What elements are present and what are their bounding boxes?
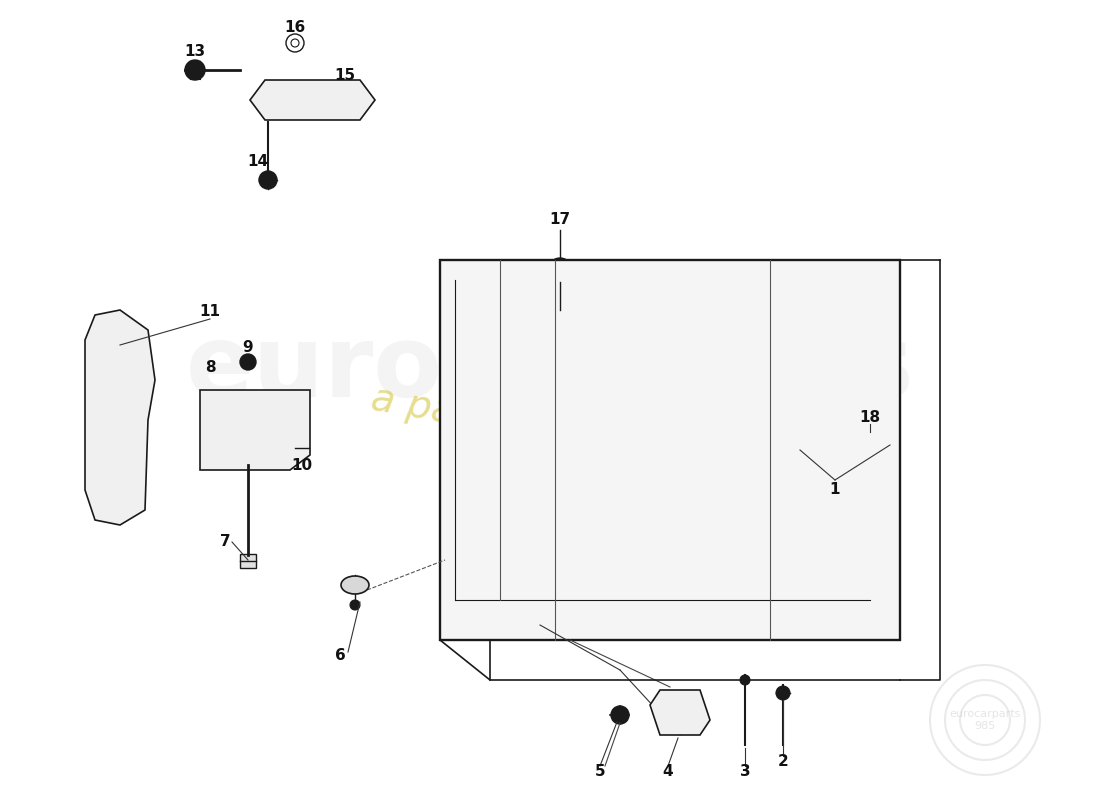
Ellipse shape [341,576,368,594]
Text: 17: 17 [549,213,571,227]
Bar [440,350,475,405]
Circle shape [776,686,790,700]
Circle shape [556,265,565,275]
Text: eurocarparts
985: eurocarparts 985 [949,709,1021,731]
Text: 5: 5 [595,765,605,779]
Text: 16: 16 [285,19,306,34]
Circle shape [860,435,870,445]
Polygon shape [440,260,900,640]
Text: a passion for parts: a passion for parts [368,380,732,480]
Text: 10: 10 [292,458,312,473]
Text: 7: 7 [220,534,230,550]
Text: eurocarparts: eurocarparts [186,322,914,418]
Text: 2: 2 [778,754,789,770]
Text: 15: 15 [334,67,355,82]
Circle shape [233,393,257,417]
Circle shape [610,706,629,724]
Bar [440,560,475,615]
Circle shape [240,400,250,410]
Text: 4: 4 [662,765,673,779]
Circle shape [740,675,750,685]
Circle shape [233,433,257,457]
Bar [240,554,256,568]
Text: 8: 8 [205,361,216,375]
Text: 9: 9 [243,341,253,355]
Circle shape [855,430,875,450]
Bar [560,410,760,510]
Bar [680,320,855,440]
Polygon shape [650,690,710,735]
Polygon shape [200,390,310,470]
Text: 3: 3 [739,765,750,779]
Bar [560,535,760,615]
Circle shape [295,441,309,455]
Circle shape [350,600,360,610]
Circle shape [185,60,205,80]
Text: 6: 6 [334,647,345,662]
Text: 11: 11 [199,305,220,319]
Circle shape [245,359,251,365]
Circle shape [258,171,277,189]
Circle shape [240,440,250,450]
Text: 14: 14 [248,154,268,170]
Text: 18: 18 [859,410,881,426]
Polygon shape [250,80,375,120]
Circle shape [240,354,256,370]
Circle shape [548,258,572,282]
Text: 1: 1 [829,482,840,498]
Text: 13: 13 [185,45,206,59]
Polygon shape [85,310,155,525]
